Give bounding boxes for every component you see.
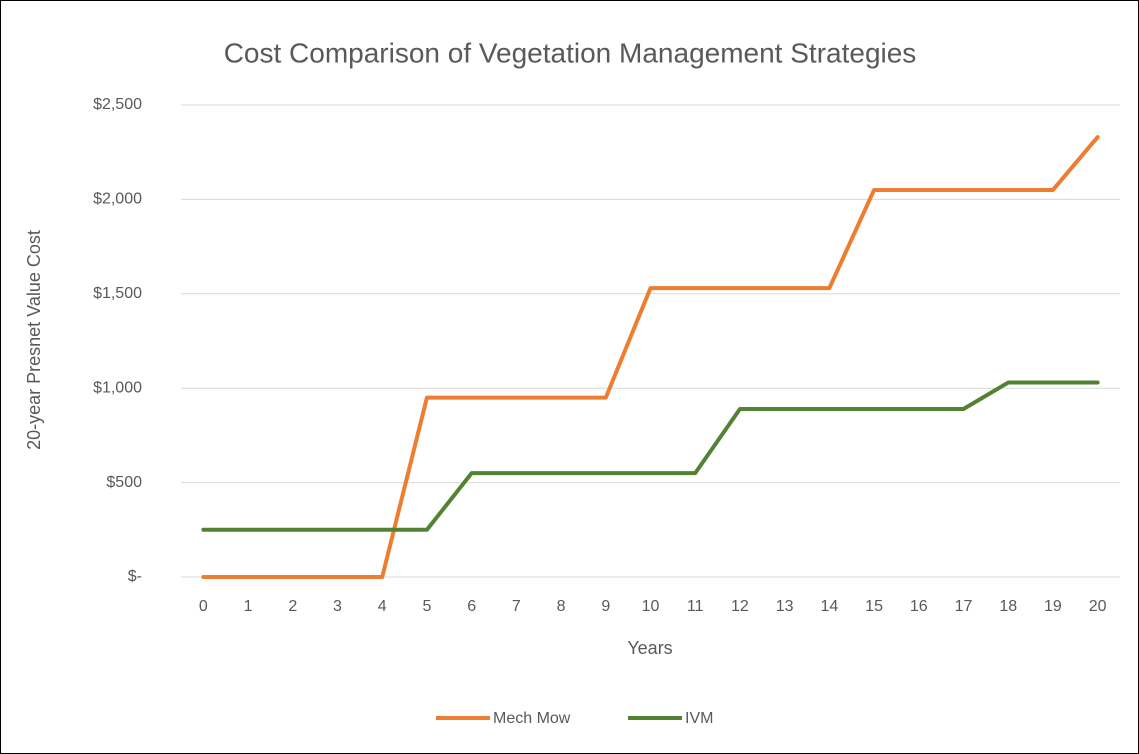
chart-title: Cost Comparison of Vegetation Management… — [224, 37, 917, 68]
x-tick-label: 14 — [820, 598, 838, 615]
x-axis-label: Years — [627, 638, 672, 658]
x-tick-label: 10 — [642, 598, 660, 615]
x-tick-label: 3 — [333, 598, 342, 615]
x-tick-label: 0 — [199, 598, 208, 615]
x-tick-label: 19 — [1044, 598, 1062, 615]
y-tick-label: $2,500 — [93, 96, 142, 113]
x-tick-label: 13 — [776, 598, 794, 615]
x-tick-label: 7 — [512, 598, 521, 615]
legend-label: IVM — [685, 710, 713, 727]
y-tick-label: $- — [128, 568, 142, 585]
y-tick-label: $1,000 — [93, 379, 142, 396]
x-tick-label: 6 — [467, 598, 476, 615]
x-tick-label: 4 — [378, 598, 387, 615]
y-tick-label: $1,500 — [93, 285, 142, 302]
x-tick-label: 12 — [731, 598, 749, 615]
x-tick-label: 17 — [955, 598, 973, 615]
x-tick-label: 5 — [422, 598, 431, 615]
x-tick-label: 2 — [288, 598, 297, 615]
x-tick-label: 15 — [865, 598, 883, 615]
series-line — [201, 380, 1100, 532]
y-axis-label: 20-year Presnet Value Cost — [24, 230, 44, 450]
x-tick-label: 11 — [687, 598, 704, 615]
x-tick-label: 1 — [244, 598, 253, 615]
x-tick-label: 16 — [910, 598, 928, 615]
series-line — [201, 135, 1100, 579]
y-tick-label: $500 — [106, 474, 142, 491]
x-tick-label: 18 — [999, 598, 1017, 615]
y-tick-label: $2,000 — [93, 191, 142, 208]
legend-label: Mech Mow — [493, 710, 571, 727]
x-tick-label: 20 — [1089, 598, 1107, 615]
x-tick-label: 8 — [557, 598, 566, 615]
x-tick-label: 9 — [601, 598, 610, 615]
